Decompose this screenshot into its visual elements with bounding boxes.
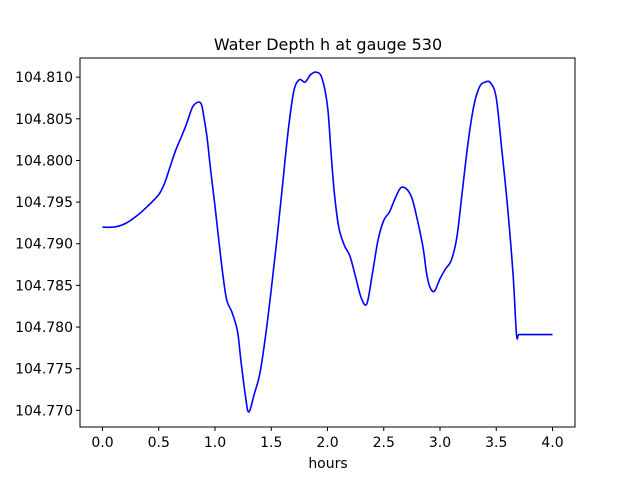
series-line-0 xyxy=(102,71,553,413)
x-axis: 0.0 0.5 1.0 1.5 2.0 2.5 3.0 3.5 4.0 xyxy=(91,427,564,451)
x-axis-label: hours xyxy=(308,456,347,472)
x-tick-label: 0.5 xyxy=(148,435,170,451)
x-tick-label: 3.0 xyxy=(429,435,451,451)
chart-title: Water Depth h at gauge 530 xyxy=(214,35,442,54)
y-tick-label: 104.795 xyxy=(15,195,73,211)
y-tick-label: 104.790 xyxy=(15,237,73,253)
x-tick-label: 0.0 xyxy=(91,435,113,451)
y-tick-label: 104.800 xyxy=(15,153,73,169)
y-tick-label: 104.785 xyxy=(15,278,73,294)
y-tick-label: 104.775 xyxy=(15,362,73,378)
x-tick-label: 2.0 xyxy=(316,435,338,451)
x-tick-label: 1.0 xyxy=(204,435,226,451)
y-tick-label: 104.770 xyxy=(15,403,73,419)
plot-layer xyxy=(102,71,553,413)
x-tick-label: 4.0 xyxy=(541,435,563,451)
x-tick-label: 1.5 xyxy=(260,435,282,451)
x-tick-label: 2.5 xyxy=(373,435,395,451)
y-tick-label: 104.780 xyxy=(15,320,73,336)
x-tick-label: 3.5 xyxy=(485,435,507,451)
y-tick-label: 104.810 xyxy=(15,70,73,86)
y-tick-label: 104.805 xyxy=(15,112,73,128)
y-axis: 104.770 104.775 104.780 104.785 104.790 104.7… xyxy=(15,70,80,419)
